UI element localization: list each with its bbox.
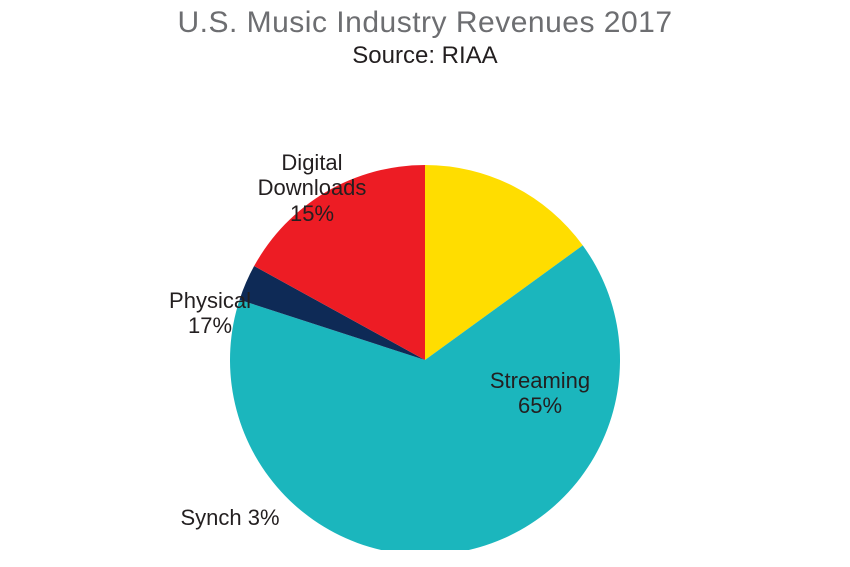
pie-chart: Digital Downloads 15% Streaming 65% Synch … bbox=[0, 70, 850, 550]
chart-title: U.S. Music Industry Revenues 2017 bbox=[0, 6, 850, 40]
pie-svg bbox=[0, 70, 850, 550]
label-streaming: Streaming 65% bbox=[490, 368, 590, 419]
chart-subtitle: Source: RIAA bbox=[0, 42, 850, 70]
label-synch: Synch 3% bbox=[180, 505, 279, 530]
label-physical: Physical 17% bbox=[169, 288, 251, 339]
label-digital_downloads: Digital Downloads 15% bbox=[258, 150, 367, 226]
